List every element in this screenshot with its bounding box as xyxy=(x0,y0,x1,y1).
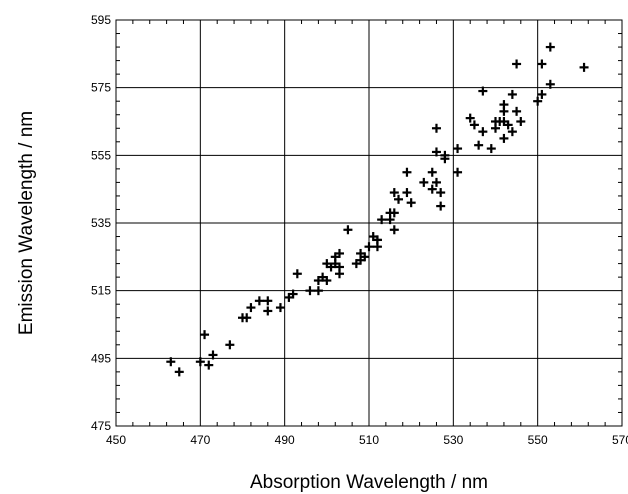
data-point xyxy=(419,177,429,187)
data-point xyxy=(474,140,484,150)
data-points xyxy=(166,42,589,377)
data-point xyxy=(242,313,252,323)
plot-frame xyxy=(115,19,623,427)
data-point xyxy=(507,89,517,99)
y-tick-label: 515 xyxy=(91,284,111,298)
data-point xyxy=(545,42,555,52)
x-tick-label: 570 xyxy=(612,433,628,447)
data-point xyxy=(453,144,463,154)
x-tick-label: 450 xyxy=(106,433,126,447)
data-point xyxy=(478,86,488,96)
data-point xyxy=(263,306,273,316)
x-tick-label: 550 xyxy=(528,433,548,447)
grid-lines xyxy=(116,20,622,426)
data-point xyxy=(334,248,344,258)
y-tick-label: 495 xyxy=(91,351,111,365)
data-point xyxy=(516,117,526,126)
data-point xyxy=(499,133,509,143)
data-point xyxy=(537,89,547,99)
y-tick-label: 595 xyxy=(91,13,111,27)
data-point xyxy=(389,208,399,218)
data-point xyxy=(360,252,370,262)
data-point xyxy=(486,144,496,154)
data-point xyxy=(469,120,479,130)
data-point xyxy=(246,303,256,313)
data-point xyxy=(204,360,214,370)
data-point xyxy=(579,62,589,72)
data-point xyxy=(436,201,446,211)
data-point xyxy=(431,147,441,157)
data-point xyxy=(334,262,344,272)
data-point xyxy=(402,188,412,198)
y-axis-ticks: 475 495 515 535 555 575 595 xyxy=(91,13,622,433)
data-point xyxy=(440,150,450,160)
data-point xyxy=(166,357,176,367)
x-tick-label: 470 xyxy=(190,433,210,447)
x-tick-label: 510 xyxy=(359,433,379,447)
x-axis-ticks: 450 470 490 510 530 550 570 xyxy=(106,20,628,447)
x-axis-title: Absorption Wavelength / nm xyxy=(250,472,488,493)
y-axis-title: Emission Wavelength / nm xyxy=(16,111,37,335)
data-point xyxy=(436,188,446,198)
y-tick-label: 475 xyxy=(91,419,111,433)
y-tick-label: 575 xyxy=(91,81,111,95)
data-point xyxy=(431,123,441,133)
data-point xyxy=(465,113,475,123)
data-point xyxy=(402,167,412,177)
data-point xyxy=(533,96,543,106)
data-point xyxy=(263,296,273,306)
data-point xyxy=(313,286,323,296)
data-point xyxy=(478,127,488,137)
data-point xyxy=(406,198,416,208)
data-point xyxy=(377,215,387,225)
data-point xyxy=(453,167,463,177)
data-point xyxy=(372,235,382,245)
data-point xyxy=(305,286,315,296)
x-tick-label: 490 xyxy=(275,433,295,447)
data-point xyxy=(389,225,399,235)
data-point xyxy=(389,188,399,198)
data-point xyxy=(507,127,517,137)
data-point xyxy=(427,167,437,177)
data-point xyxy=(208,350,218,360)
data-point xyxy=(195,357,205,367)
data-point xyxy=(254,296,264,306)
data-point xyxy=(512,59,522,69)
data-point xyxy=(427,184,437,194)
data-point xyxy=(364,242,374,252)
y-tick-label: 535 xyxy=(91,216,111,230)
data-point xyxy=(322,276,332,286)
data-point xyxy=(545,79,555,89)
data-point xyxy=(343,225,353,235)
y-tick-label: 555 xyxy=(91,148,111,162)
data-point xyxy=(174,367,184,377)
data-point xyxy=(431,177,441,187)
data-point xyxy=(537,59,547,69)
data-point xyxy=(275,303,285,313)
x-tick-label: 530 xyxy=(443,433,463,447)
data-point xyxy=(512,106,522,116)
data-point xyxy=(394,194,404,204)
data-point xyxy=(499,106,509,116)
data-point xyxy=(292,269,302,279)
data-point xyxy=(503,120,513,130)
data-point xyxy=(225,340,235,350)
data-point xyxy=(200,330,210,340)
data-point xyxy=(288,289,298,299)
